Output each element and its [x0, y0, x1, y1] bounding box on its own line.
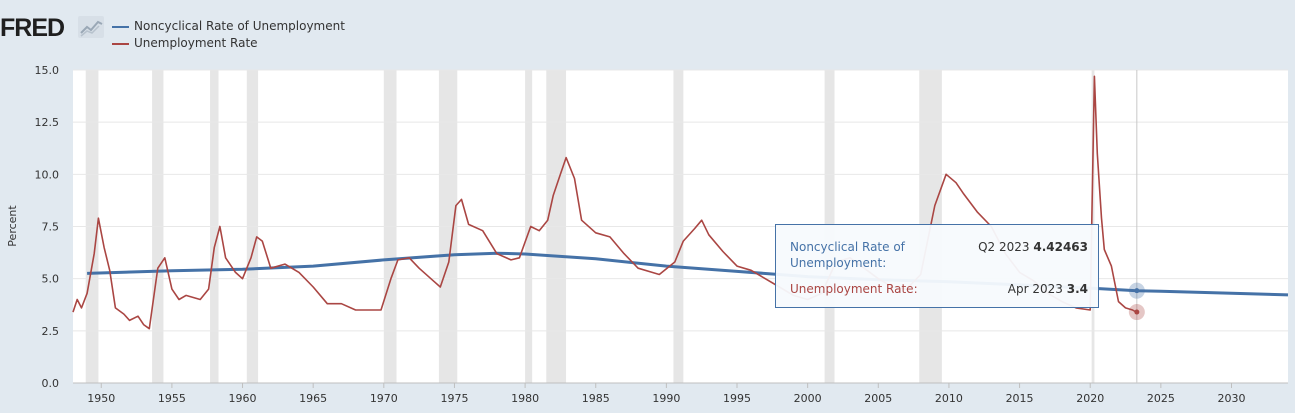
tooltip-value: Apr 2023 3.4 [1008, 281, 1088, 297]
y-tick-label: 12.5 [35, 116, 60, 129]
x-tick-label: 2010 [935, 392, 963, 405]
x-tick-label: 1955 [158, 392, 186, 405]
x-tick-label: 1950 [87, 392, 115, 405]
y-tick-label: 7.5 [42, 221, 60, 234]
legend-label: Unemployment Rate [134, 36, 258, 50]
chart-line-icon [78, 16, 104, 38]
y-gridlines [73, 69, 1288, 384]
legend-label: Noncyclical Rate of Unemployment [134, 19, 345, 33]
x-tick-label: 1990 [652, 392, 680, 405]
x-tick-label: 2005 [864, 392, 892, 405]
x-tick-label: 2020 [1076, 392, 1104, 405]
hover-point [1134, 309, 1140, 315]
tooltip-period: Q2 2023 [978, 240, 1030, 254]
x-tick-label: 2015 [1006, 392, 1034, 405]
legend-item-noncyclical[interactable]: Noncyclical Rate of Unemployment [112, 18, 345, 35]
x-tick-label: 2025 [1147, 392, 1175, 405]
x-tick-label: 1970 [370, 392, 398, 405]
x-tick-label: 1995 [723, 392, 751, 405]
y-axis-title: Percent [6, 205, 19, 247]
tooltip-series-name: Noncyclical Rate of Unemployment: [790, 240, 905, 270]
legend: Noncyclical Rate of Unemployment Unemplo… [112, 18, 345, 52]
y-tick-label: 2.5 [42, 325, 60, 338]
x-tick-label: 1975 [440, 392, 468, 405]
legend-swatch [112, 26, 129, 28]
series-line-unemployment [72, 75, 1137, 330]
hover-point [1134, 288, 1140, 294]
x-axis: 1950 1955 1960 1965 1970 1975 1980 1985 1990 1995… [87, 383, 1245, 405]
tooltip-series-name: Unemployment Rate: [790, 282, 918, 296]
hover-tooltip: Noncyclical Rate of Unemployment: Q2 202… [775, 224, 1099, 308]
y-tick-label: 15.0 [35, 64, 60, 77]
tooltip-number: 3.4 [1066, 282, 1088, 296]
legend-swatch [112, 43, 129, 45]
x-tick-label: 1985 [582, 392, 610, 405]
x-tick-label: 1980 [511, 392, 539, 405]
series-line-noncyclical [87, 251, 1289, 297]
fred-logo[interactable]: FRED [0, 14, 65, 42]
chart-header: FRED Noncyclical Rate of Unemployment Un… [0, 0, 1295, 60]
x-tick-label: 1965 [299, 392, 327, 405]
y-tick-label: 5.0 [42, 273, 60, 286]
x-tick-label: 2000 [794, 392, 822, 405]
y-axis: 0.0 2.5 5.0 7.5 10.0 12.5 15.0 [35, 64, 60, 390]
hover-markers [1128, 282, 1145, 321]
x-tick-label: 1960 [229, 392, 257, 405]
y-tick-label: 10.0 [35, 168, 60, 181]
legend-item-unemployment[interactable]: Unemployment Rate [112, 35, 345, 52]
series-lines [72, 75, 1289, 330]
tooltip-value: Q2 2023 4.42463 [978, 239, 1088, 255]
tooltip-number: 4.42463 [1033, 240, 1088, 254]
tooltip-period: Apr 2023 [1007, 282, 1063, 296]
x-tick-label: 2030 [1217, 392, 1245, 405]
y-tick-label: 0.0 [42, 377, 60, 390]
